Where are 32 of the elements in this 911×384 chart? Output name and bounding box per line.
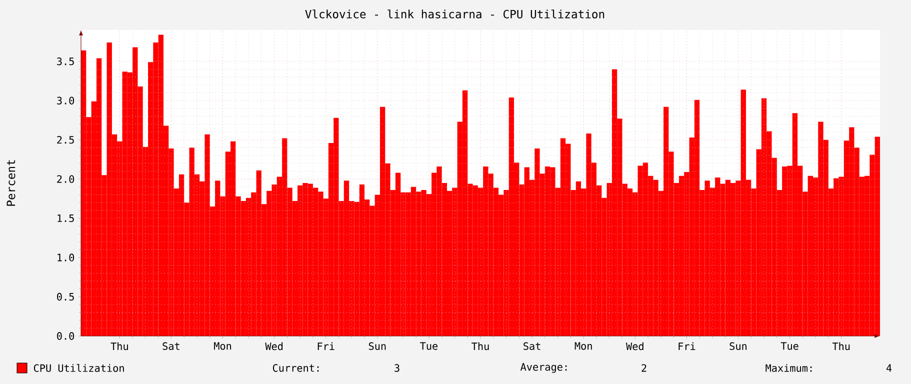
chart-title: Vlckovice - link hasicarna - CPU Utilization	[305, 10, 604, 18]
text: Maximum:	[766, 364, 812, 372]
x-tick-label: Wed	[265, 342, 283, 350]
text: Current:	[272, 364, 319, 372]
x-tick-label: Sun	[730, 342, 746, 350]
y-tick-label: 3.5	[57, 58, 74, 66]
y-axis-title: Percent	[6, 160, 16, 206]
y-tick-label: 0.5	[57, 292, 74, 301]
text: Average:	[520, 363, 567, 373]
x-tick-label: Tue	[780, 342, 798, 350]
x-tick-label: Sun	[368, 342, 386, 350]
x-tick-label: Fri	[318, 342, 334, 350]
y-tick-label: 1.5	[58, 214, 74, 222]
text: 2	[642, 364, 646, 372]
x-tick-label: Sat	[162, 342, 180, 350]
x-tick-label: Mon	[214, 342, 232, 350]
x-tick-label: Mon	[574, 342, 592, 350]
x-tick-label: Thu	[110, 342, 128, 350]
y-tick-label: 2.0	[57, 175, 74, 183]
y-tick-label: 0.0	[57, 332, 74, 340]
text: CPU Utilization	[34, 364, 124, 372]
x-tick-label: Thu	[832, 342, 850, 350]
x-tick-label: Thu	[472, 342, 489, 350]
x-tick-label: Wed	[626, 342, 644, 350]
x-tick-label: Fri	[678, 342, 696, 350]
x-tick-label: Sat	[524, 342, 540, 350]
y-tick-label: 2.5	[57, 136, 74, 144]
y-tick-label: 3.0	[57, 96, 74, 104]
text: 4	[886, 364, 892, 372]
x-tick-label: Tue	[420, 342, 438, 350]
text: 3	[394, 364, 400, 372]
y-tick-label: 1.0	[58, 254, 74, 262]
